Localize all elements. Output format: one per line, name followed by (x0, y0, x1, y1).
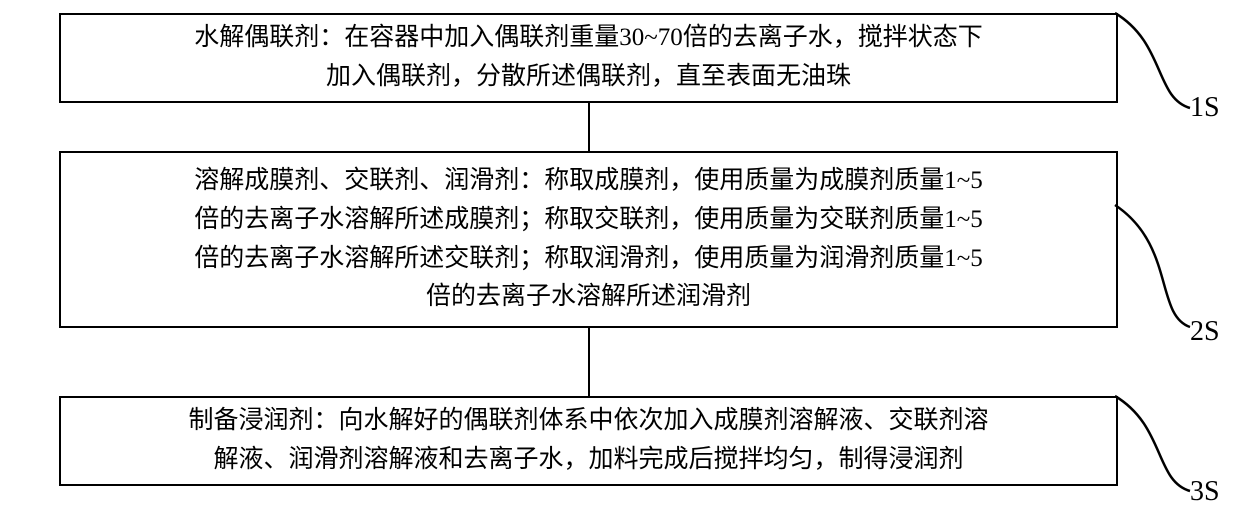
flowchart-canvas: 水解偶联剂：在容器中加入偶联剂重量30~70倍的去离子水，搅拌状态下 加入偶联剂… (0, 0, 1240, 513)
step2-line2: 倍的去离子水溶解所述成膜剂；称取交联剂，使用质量为交联剂质量1~5 (194, 201, 983, 240)
step2-line4: 倍的去离子水溶解所述润滑剂 (426, 278, 751, 317)
step1-line2: 加入偶联剂，分散所述偶联剂，直至表面无油珠 (326, 58, 851, 97)
step3-line1: 制备浸润剂：向水解好的偶联剂体系中依次加入成膜剂溶解液、交联剂溶 (188, 402, 988, 441)
step3-line2: 解液、润滑剂溶解液和去离子水，加料完成后搅拌均匀，制得浸润剂 (213, 441, 963, 480)
step-label-1: 1S (1190, 92, 1220, 124)
step-box-3: 制备浸润剂：向水解好的偶联剂体系中依次加入成膜剂溶解液、交联剂溶 解液、润滑剂溶… (59, 396, 1118, 486)
step1-line1: 水解偶联剂：在容器中加入偶联剂重量30~70倍的去离子水，搅拌状态下 (194, 19, 983, 58)
connector-1 (588, 103, 590, 151)
step2-line1: 溶解成膜剂、交联剂、润滑剂：称取成膜剂，使用质量为成膜剂质量1~5 (194, 162, 983, 201)
step2-line3: 倍的去离子水溶解所述交联剂；称取润滑剂，使用质量为润滑剂质量1~5 (194, 240, 983, 279)
step-label-3: 3S (1190, 476, 1220, 508)
step-label-2: 2S (1190, 316, 1220, 348)
connector-2 (588, 328, 590, 396)
step-box-1: 水解偶联剂：在容器中加入偶联剂重量30~70倍的去离子水，搅拌状态下 加入偶联剂… (59, 13, 1118, 103)
step-box-2: 溶解成膜剂、交联剂、润滑剂：称取成膜剂，使用质量为成膜剂质量1~5 倍的去离子水… (59, 151, 1118, 328)
